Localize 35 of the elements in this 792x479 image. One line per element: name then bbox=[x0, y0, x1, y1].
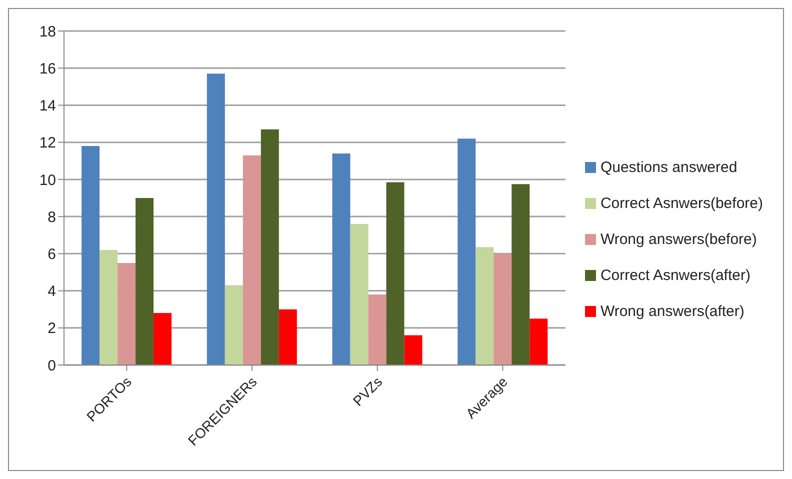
y-tick-label: 8 bbox=[48, 208, 56, 226]
bar bbox=[458, 138, 476, 365]
y-tick-label: 12 bbox=[39, 134, 56, 152]
bar bbox=[404, 335, 422, 365]
legend-label: Wrong answers(before) bbox=[600, 230, 757, 248]
bar bbox=[494, 254, 512, 365]
bar bbox=[476, 247, 494, 365]
bar bbox=[224, 285, 243, 365]
bar bbox=[118, 262, 136, 365]
y-tick-label: 10 bbox=[39, 172, 56, 189]
bar bbox=[100, 250, 118, 365]
legend-label: Wrong answers(after) bbox=[600, 302, 744, 320]
bar bbox=[82, 146, 100, 365]
y-tick-label: 6 bbox=[48, 246, 56, 263]
bar bbox=[242, 155, 261, 365]
bar bbox=[350, 224, 368, 365]
bar bbox=[332, 153, 350, 365]
legend-label: Correct Asnwers(after) bbox=[600, 266, 750, 284]
bar bbox=[154, 313, 172, 365]
bar bbox=[368, 294, 386, 365]
bar bbox=[206, 74, 225, 365]
y-tick-label: 4 bbox=[48, 283, 56, 300]
bar bbox=[386, 182, 404, 365]
legend-label: Correct Asnwers(before) bbox=[600, 194, 763, 212]
bar bbox=[136, 198, 154, 365]
y-tick-label: 16 bbox=[39, 60, 56, 78]
bar bbox=[512, 184, 530, 365]
y-tick-label: 14 bbox=[39, 98, 56, 115]
legend-label: Questions answered bbox=[600, 158, 738, 176]
bar bbox=[530, 318, 548, 365]
y-tick-label: 18 bbox=[39, 23, 56, 40]
y-tick-label: 0 bbox=[48, 357, 56, 374]
bar bbox=[278, 309, 297, 365]
y-tick-label: 2 bbox=[48, 320, 56, 338]
bar bbox=[260, 129, 279, 365]
